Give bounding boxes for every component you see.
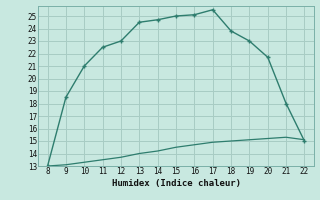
X-axis label: Humidex (Indice chaleur): Humidex (Indice chaleur) — [111, 179, 241, 188]
